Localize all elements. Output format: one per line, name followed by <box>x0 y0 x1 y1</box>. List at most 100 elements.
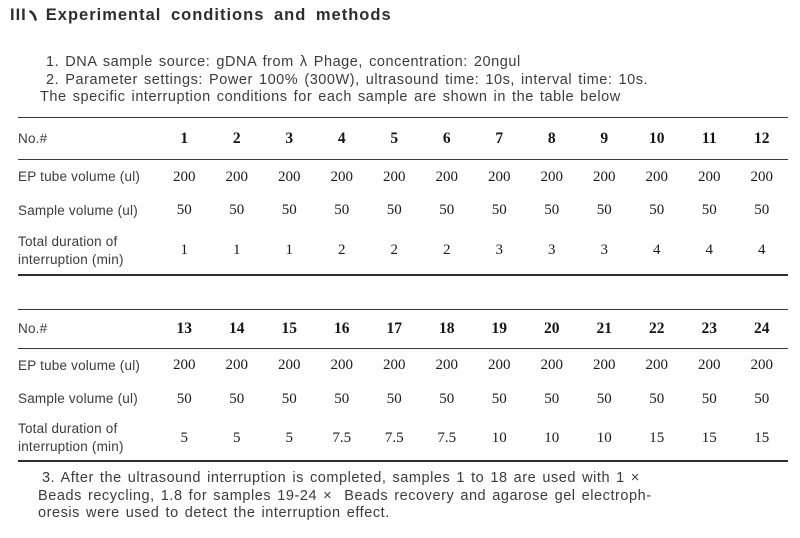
table-row: Sample volume (ul) 50 50 50 50 50 50 50 50 50 50 50… <box>18 382 788 416</box>
table-cell: 50 <box>491 390 507 407</box>
table-cell: 200 <box>383 168 406 185</box>
table-cell: 50 <box>176 202 192 218</box>
table-cell: 1 <box>210 227 263 276</box>
column-header: 18 <box>420 309 473 349</box>
table-cell: 7.5 <box>368 416 421 462</box>
table-row: Sample volume (ul) 50 50 50 50 50 50 50 50 50 50 50… <box>18 194 788 227</box>
table-row: EP tube volume (ul) 200 200 200 200 200 200 200… <box>18 160 788 195</box>
row-label: Sample volume (ul) <box>18 202 138 218</box>
column-header: 21 <box>578 309 631 349</box>
column-header: 17 <box>368 309 421 349</box>
table-cell: 200 <box>173 357 196 373</box>
table-cell: 10 <box>473 416 526 462</box>
table-cell: 50 <box>334 390 350 407</box>
sample-conditions-table-2: No.# 13 14 15 16 17 18 19 20 21 22 23 24 EP tube vol… <box>18 309 788 462</box>
row-label: EP tube volume (ul) <box>18 169 141 185</box>
intro-paragraph: 1. DNA sample source: gDNA from λ Phage,… <box>0 54 648 107</box>
closing-line-3: oresis were used to detect the interrupt… <box>38 505 390 522</box>
row-label: EP tube volume (ul) <box>18 357 141 373</box>
column-header: 3 <box>263 117 316 160</box>
table-row: EP tube volume (ul) 200 200 200 200 200 200 200… <box>18 349 788 383</box>
table-cell: 200 <box>173 168 196 185</box>
table-cell: 4 <box>683 227 736 276</box>
table-cell: 200 <box>698 168 721 185</box>
table-cell: 200 <box>645 357 669 373</box>
table-cell: 15 <box>735 416 788 462</box>
table-cell: 10 <box>525 416 578 462</box>
table-cell: 200 <box>698 357 721 373</box>
section-title-text: Experimental conditions and methods <box>45 6 392 24</box>
table-cell: 50 <box>701 390 717 407</box>
column-header: 19 <box>473 309 526 349</box>
column-header: 5 <box>368 117 421 160</box>
table-cell: 200 <box>488 357 511 373</box>
table-cell: 5 <box>158 416 211 462</box>
table-1-container: No.# 1 2 3 4 5 6 7 8 9 10 11 12 EP tube volume (ul) 2… <box>18 117 788 276</box>
column-header: 7 <box>473 117 526 160</box>
column-header: 1 <box>158 117 211 160</box>
column-header: 11 <box>683 117 736 160</box>
table-cell: 15 <box>630 416 683 462</box>
closing-line-2: Beads recycling, 1.8 for samples 19-24 ×… <box>38 487 652 504</box>
cjk-enumeration-comma-icon <box>28 8 39 21</box>
table-cell: 50 <box>701 202 717 218</box>
column-header: 14 <box>210 309 263 349</box>
column-header: 2 <box>210 117 263 160</box>
table-cell: 2 <box>368 227 421 276</box>
table-cell: 15 <box>683 416 736 462</box>
intro-line-3: The specific interruption conditions for… <box>40 89 621 106</box>
column-header: 10 <box>630 117 683 160</box>
table-cell: 50 <box>754 202 770 218</box>
intro-line-1: 1. DNA sample source: gDNA from λ Phage,… <box>46 54 521 70</box>
table-row: Total duration of interruption (min) 1 1 1 2… <box>18 227 788 276</box>
table-cell: 7.5 <box>420 416 473 462</box>
row-label: Sample volume (ul) <box>18 391 138 407</box>
table-cell: 50 <box>439 202 455 218</box>
table-row: Total duration of interruption (min) 5 5 5 7… <box>18 416 788 462</box>
table-corner-label: No.# <box>18 309 158 349</box>
table-cell: 50 <box>386 202 402 218</box>
table-cell: 50 <box>229 202 245 218</box>
table-cell: 50 <box>596 390 612 407</box>
sample-conditions-table-1: No.# 1 2 3 4 5 6 7 8 9 10 11 12 EP tube volume (ul) 2… <box>18 117 788 276</box>
closing-paragraph: 3. After the ultrasound interruption is … <box>0 470 652 523</box>
table-cell: 50 <box>229 390 245 407</box>
table-cell: 50 <box>439 390 455 407</box>
table-cell: 10 <box>578 416 631 462</box>
table-cell: 200 <box>645 168 669 185</box>
table-header-row: No.# 1 2 3 4 5 6 7 8 9 10 11 12 <box>18 117 788 160</box>
table-cell: 50 <box>544 202 560 218</box>
table-cell: 200 <box>278 168 301 185</box>
column-header: 6 <box>420 117 473 160</box>
table-cell: 200 <box>750 168 774 185</box>
column-header: 16 <box>315 309 368 349</box>
table-cell: 1 <box>263 227 316 276</box>
section-title: III Experimental conditions and methods <box>10 6 392 25</box>
column-header: 23 <box>683 309 736 349</box>
table-cell: 200 <box>383 357 406 373</box>
table-cell: 200 <box>330 357 354 373</box>
table-cell: 200 <box>540 168 564 185</box>
table-cell: 1 <box>158 227 211 276</box>
table-cell: 50 <box>176 390 192 407</box>
table-corner-label: No.# <box>18 117 158 160</box>
table-cell: 2 <box>420 227 473 276</box>
section-number: III <box>10 6 27 24</box>
closing-line-1: 3. After the ultrasound interruption is … <box>42 470 640 486</box>
row-label: Total duration of interruption (min) <box>18 416 158 462</box>
row-label: Total duration of interruption (min) <box>18 227 158 276</box>
table-cell: 200 <box>225 357 249 373</box>
table-cell: 50 <box>754 390 770 407</box>
intro-line-2: 2. Parameter settings: Power 100% (300W)… <box>46 71 649 88</box>
table-cell: 4 <box>735 227 788 276</box>
table-cell: 200 <box>488 168 511 185</box>
table-cell: 50 <box>281 202 297 218</box>
table-cell: 50 <box>491 202 507 218</box>
table-cell: 4 <box>630 227 683 276</box>
table-header-row: No.# 13 14 15 16 17 18 19 20 21 22 23 24 <box>18 309 788 349</box>
table-cell: 50 <box>334 202 350 218</box>
table-cell: 200 <box>593 357 616 373</box>
table-cell: 200 <box>540 357 564 373</box>
table-cell: 7.5 <box>315 416 368 462</box>
